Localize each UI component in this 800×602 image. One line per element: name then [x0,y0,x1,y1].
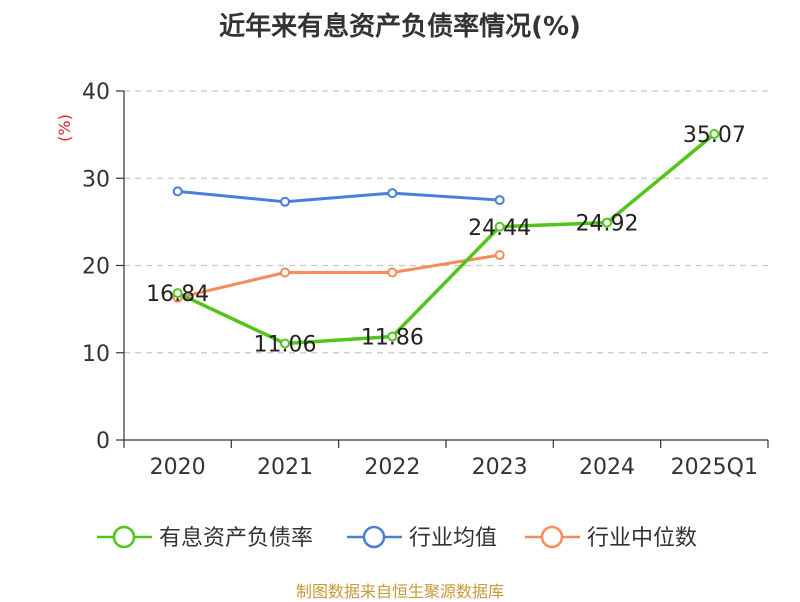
chart-title: 近年来有息资产负债率情况(%) [219,12,581,42]
x-tick-label: 2022 [364,455,420,480]
data-point [280,267,290,278]
y-tick-label: 40 [82,80,110,105]
series-lines [172,129,720,349]
data-point [387,188,398,199]
data-point [280,338,290,349]
legend-marker [112,525,136,549]
series-line [177,189,500,204]
data-labels: 16.84 11.06 11.86 24.44 24.92 35.07 [146,123,746,357]
y-axis-label: (%) [55,114,74,142]
data-point [172,288,183,299]
data-point [280,196,290,207]
data-label: 24.92 [576,212,639,237]
data-label: 16.84 [146,282,209,307]
y-tick-label: 20 [82,255,110,280]
data-label: 11.06 [254,333,317,358]
data-point [709,129,720,140]
grid-lines [124,90,768,354]
series-line [176,132,716,346]
axes: 0 10 20 30 40 2020 2021 2022 2023 2024 2025Q1 (%) [55,80,769,480]
data-point [494,221,505,232]
series-line [177,253,500,300]
x-tick-label: 2020 [150,455,206,480]
data-point [172,186,183,197]
data-point [602,217,612,228]
x-tick-label: 2025Q1 [671,455,758,480]
data-point [494,195,505,206]
x-tick-label: 2024 [579,455,635,480]
data-point [387,331,398,342]
legend-marker [362,525,386,549]
legend-label: 行业均值 [409,526,497,551]
data-label: 11.86 [361,326,424,351]
x-tick-label: 2021 [257,455,313,480]
x-tick-label: 2023 [472,455,528,480]
y-tick-label: 0 [96,429,110,454]
data-point [387,267,398,278]
legend-label: 行业中位数 [587,526,697,551]
legend-label: 有息资产负债率 [159,526,313,551]
data-label: 24.44 [468,216,531,241]
data-point [494,250,505,261]
y-tick-label: 10 [82,342,110,367]
legend: 有息资产负债率 行业均值 行业中位数 [97,525,697,551]
y-tick-label: 30 [82,167,110,192]
source-note: 制图数据来自恒生聚源数据库 [295,582,504,601]
legend-marker [540,525,564,549]
data-label: 35.07 [683,123,746,148]
